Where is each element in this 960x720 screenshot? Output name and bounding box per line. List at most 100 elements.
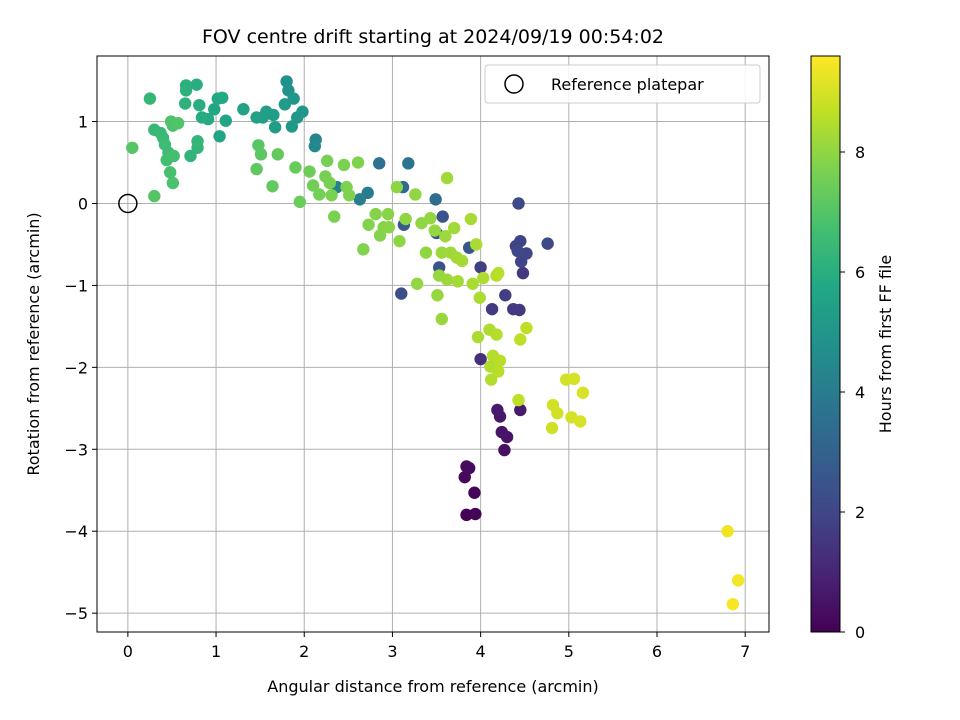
scatter-point xyxy=(254,148,268,161)
y-tick-label: −1 xyxy=(64,276,88,295)
scatter-point xyxy=(493,354,507,367)
scatter-point xyxy=(323,176,337,190)
scatter-point xyxy=(541,237,554,250)
scatter-point xyxy=(167,149,180,163)
x-tick-label: 4 xyxy=(476,642,486,661)
scatter-point xyxy=(166,176,180,190)
scatter-point xyxy=(184,149,197,163)
scatter-point xyxy=(466,277,479,290)
scatter-point xyxy=(492,365,505,378)
scatter-point xyxy=(436,210,449,223)
x-tick-label: 6 xyxy=(652,642,662,661)
scatter-point xyxy=(477,271,490,285)
x-tick-label: 0 xyxy=(123,642,133,661)
scatter-point xyxy=(410,277,424,290)
scatter-point xyxy=(567,372,581,386)
scatter-point xyxy=(499,289,512,302)
legend-marker-icon xyxy=(504,74,524,94)
scatter-point xyxy=(511,244,524,258)
scatter-point xyxy=(285,120,299,133)
y-tick-label: 0 xyxy=(78,194,88,213)
scatter-point xyxy=(447,221,461,235)
scatter-point xyxy=(431,289,444,302)
data-points xyxy=(126,75,745,611)
colorbar xyxy=(810,55,841,633)
scatter-point xyxy=(468,486,481,499)
scatter-point xyxy=(507,302,520,316)
scatter-point xyxy=(440,171,454,185)
scatter-point xyxy=(474,261,487,274)
scatter-point xyxy=(208,103,221,116)
scatter-point xyxy=(320,154,334,168)
scatter-point xyxy=(514,403,527,417)
scatter-point xyxy=(171,116,185,130)
scatter-point xyxy=(471,330,485,344)
x-tick-label: 2 xyxy=(299,642,309,661)
scatter-point xyxy=(237,103,250,116)
scatter-point xyxy=(271,148,284,161)
scatter-point xyxy=(325,189,338,202)
scatter-point xyxy=(179,84,193,97)
scatter-point xyxy=(191,135,204,148)
scatter-point xyxy=(395,287,408,300)
chart-title: FOV centre drift starting at 2024/09/19 … xyxy=(202,26,664,48)
x-tick-label: 5 xyxy=(564,642,574,661)
scatter-point xyxy=(290,111,304,124)
scatter-point xyxy=(313,188,326,201)
scatter-point xyxy=(190,78,203,91)
colorbar-tick-label: 6 xyxy=(855,263,865,282)
scatter-point xyxy=(492,266,505,280)
scatter-point xyxy=(362,218,375,231)
scatter-point xyxy=(393,234,406,248)
scatter-point xyxy=(148,189,161,203)
x-tick-label: 7 xyxy=(740,642,750,661)
scatter-point xyxy=(514,333,527,346)
scatter-point xyxy=(495,425,508,439)
scatter-point xyxy=(721,525,734,538)
scatter-point xyxy=(219,114,232,127)
scatter-point xyxy=(287,92,300,105)
scatter-point xyxy=(213,130,226,143)
scatter-point xyxy=(399,212,412,226)
x-axis-ticks: 0 1 2 3 4 5 6 7 xyxy=(123,632,750,661)
x-tick-label: 1 xyxy=(211,642,221,661)
y-tick-label: −2 xyxy=(64,358,88,377)
scatter-point xyxy=(250,162,263,176)
scatter-point xyxy=(402,157,415,170)
scatter-point xyxy=(726,597,740,611)
scatter-point xyxy=(266,180,279,193)
scatter-point xyxy=(514,234,527,248)
scatter-point xyxy=(424,212,437,225)
scatter-point xyxy=(435,312,449,326)
scatter-point xyxy=(440,273,454,286)
scatter-point xyxy=(353,193,367,206)
y-tick-label: −3 xyxy=(64,440,88,459)
scatter-point xyxy=(268,121,282,134)
scatter-point xyxy=(306,179,320,192)
scatter-point xyxy=(351,156,365,169)
scatter-point xyxy=(337,158,351,172)
colorbar-ticks: 0 2 4 6 8 xyxy=(840,143,865,642)
scatter-point xyxy=(574,415,587,428)
scatter-point xyxy=(470,238,483,251)
scatter-point xyxy=(381,207,395,221)
scatter-point xyxy=(512,393,525,407)
colorbar-tick-label: 2 xyxy=(855,503,865,522)
scatter-point xyxy=(303,165,316,178)
scatter-point xyxy=(250,111,263,124)
scatter-point xyxy=(474,352,487,366)
scatter-point xyxy=(460,460,473,473)
scatter-point xyxy=(439,230,452,243)
scatter-point xyxy=(435,246,449,259)
colorbar-tick-label: 4 xyxy=(855,383,865,402)
scatter-point xyxy=(382,221,396,234)
scatter-point xyxy=(520,321,533,335)
scatter-point xyxy=(473,291,486,304)
legend-box xyxy=(484,64,761,104)
scatter-point xyxy=(328,210,341,223)
y-tick-label: −4 xyxy=(64,522,88,541)
scatter-point xyxy=(464,212,478,226)
plot-frame xyxy=(96,55,770,633)
scatter-point xyxy=(278,98,292,111)
scatter-point xyxy=(126,141,139,154)
